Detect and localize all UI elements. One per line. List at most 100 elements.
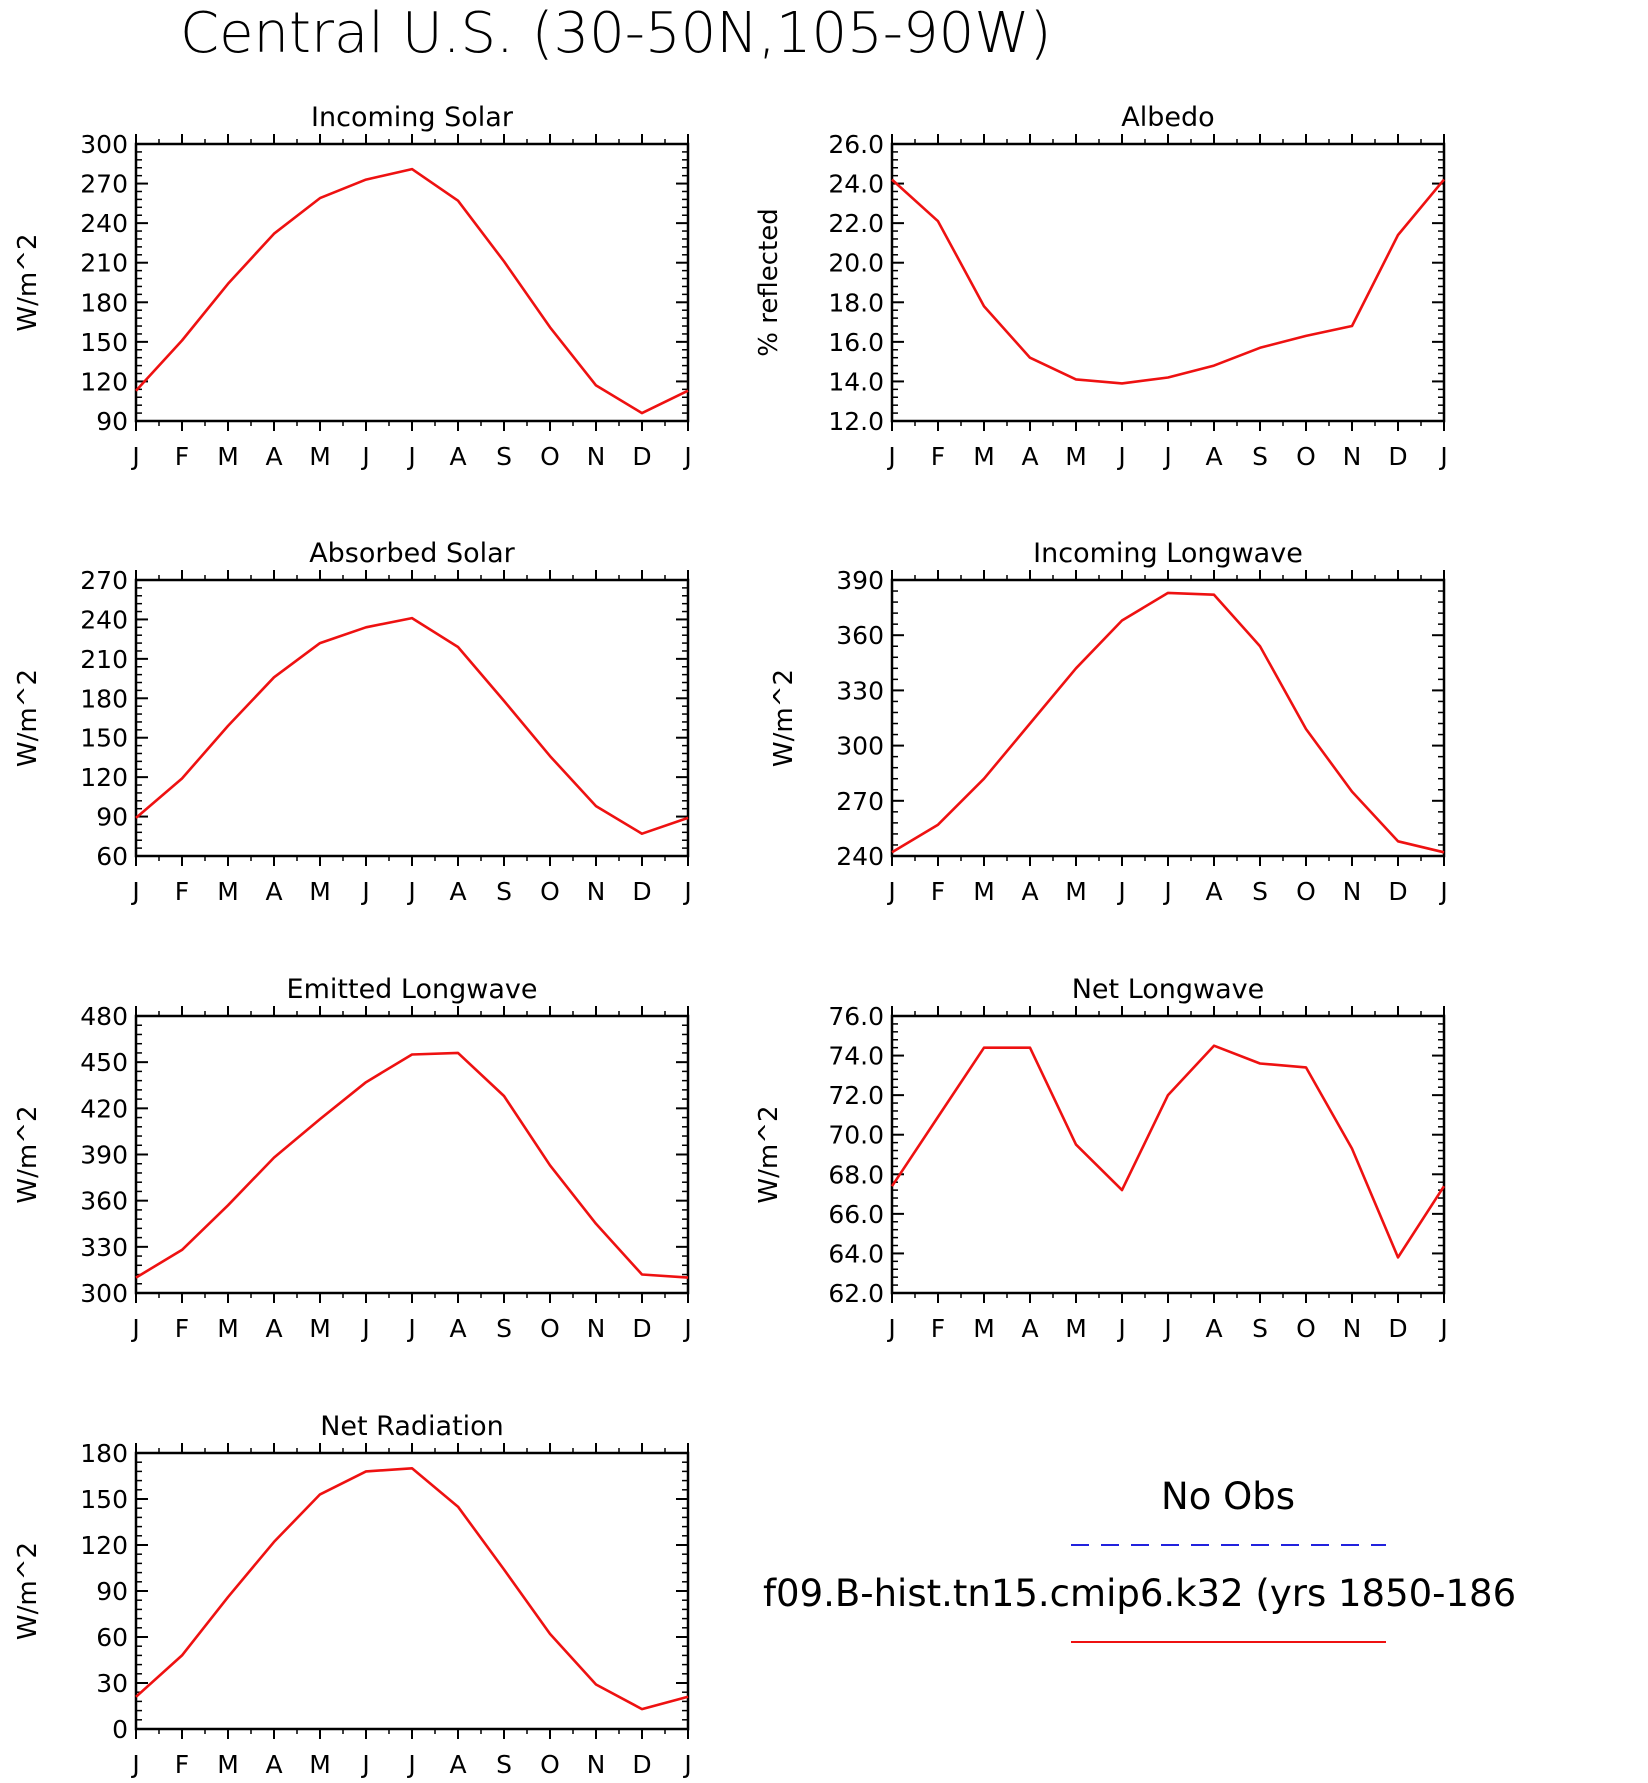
x-tick-label: J [682, 1750, 691, 1779]
y-tick-label: 300 [80, 1279, 128, 1308]
x-tick-label: J [886, 442, 895, 471]
plot-frame [134, 578, 690, 858]
y-tick-label: 22.0 [828, 209, 884, 238]
y-tick-label: 12.0 [828, 407, 884, 436]
series-line [135, 1467, 689, 1711]
x-tick-label: A [449, 1750, 466, 1779]
x-tick-label: J [1438, 1314, 1447, 1343]
x-tick-label: J [130, 1750, 139, 1779]
y-tick-label: 450 [80, 1048, 128, 1077]
x-tick-label: J [130, 442, 139, 471]
x-tick-label: J [360, 442, 369, 471]
legend: No Obs f09.B-hist.tn15.cmip6.k32 (yrs 18… [763, 1475, 1516, 1643]
x-tick-label: N [587, 442, 606, 471]
y-tick-label: 64.0 [828, 1239, 884, 1268]
x-tick-label: J [406, 1750, 415, 1779]
x-tick-label: N [1343, 877, 1362, 906]
y-tick-label: 60 [96, 842, 128, 871]
panels: J F M A M J J A S O N D J90120150180210240270300Inco… [13, 102, 1448, 1779]
y-tick-label: 480 [80, 1002, 128, 1031]
y-tick-label: 180 [80, 288, 128, 317]
x-tick-label: O [540, 1750, 560, 1779]
x-tick-label: M [309, 877, 331, 906]
plot-frame [890, 578, 1446, 858]
y-tick-label: 120 [80, 763, 128, 792]
x-tick-label: S [496, 1750, 512, 1779]
y-tick-label: 270 [836, 787, 884, 816]
panel-title: Albedo [1121, 102, 1214, 133]
panel-title: Net Longwave [1072, 974, 1265, 1005]
y-tick-label: 26.0 [828, 130, 884, 159]
x-tick-label: A [1021, 877, 1038, 906]
x-tick-label: N [587, 1314, 606, 1343]
x-tick-label: M [217, 1314, 239, 1343]
y-tick-label: 18.0 [828, 288, 884, 317]
series-line [891, 178, 1446, 385]
y-tick-label: 180 [80, 1439, 128, 1468]
x-tick-label: J [360, 1314, 369, 1343]
y-tick-label: 150 [80, 1485, 128, 1514]
x-tick-label: M [973, 877, 995, 906]
y-tick-label: 210 [80, 249, 128, 278]
y-tick-label: 270 [80, 170, 128, 199]
x-tick-label: J [1116, 1314, 1125, 1343]
x-tick-label: A [449, 877, 466, 906]
x-tick-label: J [1162, 877, 1171, 906]
x-tick-label: A [1021, 1314, 1038, 1343]
y-tick-label: 330 [80, 1233, 128, 1262]
x-tick-label: F [175, 1314, 189, 1343]
x-tick-label: M [973, 442, 995, 471]
plot-frame [134, 1014, 690, 1295]
y-tick-label: 240 [80, 605, 128, 634]
panel-net-longwave: J F M A M J J A S O N D J62.064.066.068.070.072.074.… [754, 974, 1448, 1343]
x-tick-label: N [1343, 1314, 1362, 1343]
y-tick-label: 90 [96, 803, 128, 832]
y-tick-label: 76.0 [828, 1002, 884, 1031]
plot-frame [890, 142, 1446, 423]
series-line [135, 616, 689, 835]
x-tick-label: N [1343, 442, 1362, 471]
x-tick-label: M [309, 1314, 331, 1343]
x-tick-label: F [175, 877, 189, 906]
x-tick-label: M [1065, 877, 1087, 906]
x-tick-label: S [496, 1314, 512, 1343]
y-tick-label: 70.0 [828, 1121, 884, 1150]
x-tick-label: D [632, 442, 651, 471]
series-line [135, 167, 689, 415]
y-tick-label: 300 [80, 130, 128, 159]
y-axis-label: W/m^2 [13, 233, 43, 331]
y-tick-label: 240 [836, 842, 884, 871]
y-tick-label: 90 [96, 1577, 128, 1606]
y-tick-label: 300 [836, 732, 884, 761]
x-tick-label: O [540, 442, 560, 471]
x-tick-label: D [1388, 1314, 1407, 1343]
x-tick-label: A [265, 1750, 282, 1779]
x-tick-label: J [682, 442, 691, 471]
x-tick-label: J [1438, 442, 1447, 471]
plot-frame [890, 1014, 1446, 1295]
y-tick-label: 60 [96, 1623, 128, 1652]
y-axis-label: W/m^2 [13, 669, 43, 767]
x-tick-label: J [1116, 877, 1125, 906]
x-tick-label: J [406, 442, 415, 471]
x-tick-label: S [496, 877, 512, 906]
x-tick-label: J [886, 1314, 895, 1343]
y-tick-label: 390 [836, 566, 884, 595]
panel-title: Absorbed Solar [309, 538, 515, 569]
y-tick-label: 180 [80, 684, 128, 713]
x-tick-label: D [632, 1750, 651, 1779]
x-tick-label: F [931, 877, 945, 906]
legend-entry-model-label: f09.B-hist.tn15.cmip6.k32 (yrs 1850-186 [763, 1572, 1516, 1615]
y-tick-label: 150 [80, 724, 128, 753]
y-tick-label: 390 [80, 1141, 128, 1170]
y-tick-label: 72.0 [828, 1081, 884, 1110]
x-tick-label: A [1205, 442, 1222, 471]
x-tick-label: O [1296, 1314, 1316, 1343]
panel-title: Net Radiation [320, 1411, 504, 1442]
x-tick-label: O [1296, 442, 1316, 471]
y-tick-label: 240 [80, 209, 128, 238]
panel-incoming-solar: J F M A M J J A S O N D J90120150180210240270300Inco… [13, 102, 692, 471]
plot-frame [134, 142, 690, 423]
x-tick-label: J [130, 877, 139, 906]
